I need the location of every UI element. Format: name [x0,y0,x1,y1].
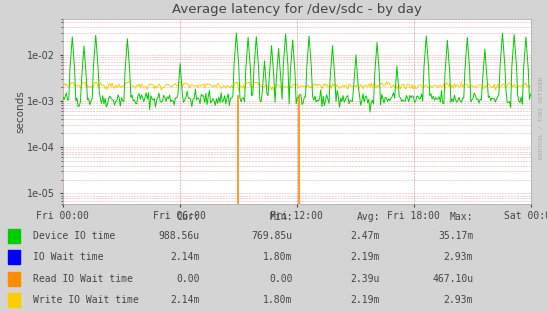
Bar [8,293,20,307]
Text: 2.19m: 2.19m [351,252,380,262]
Text: Avg:: Avg: [357,211,380,221]
Text: Max:: Max: [450,211,473,221]
Y-axis label: seconds: seconds [16,90,26,132]
Text: 2.93m: 2.93m [444,252,473,262]
Text: Device IO time: Device IO time [33,231,115,241]
Bar [8,229,20,243]
Text: 35.17m: 35.17m [438,231,473,241]
Text: 2.39u: 2.39u [351,274,380,284]
Text: 2.14m: 2.14m [170,252,200,262]
Text: Min:: Min: [269,211,293,221]
Text: 988.56u: 988.56u [159,231,200,241]
Text: 2.93m: 2.93m [444,295,473,305]
Text: 769.85u: 769.85u [252,231,293,241]
Text: 0.00: 0.00 [269,274,293,284]
Text: IO Wait time: IO Wait time [33,252,103,262]
Title: Average latency for /dev/sdc - by day: Average latency for /dev/sdc - by day [172,3,422,16]
Text: 2.47m: 2.47m [351,231,380,241]
Text: 467.10u: 467.10u [432,274,473,284]
Text: 0.00: 0.00 [176,274,200,284]
Bar [8,250,20,264]
Text: 2.19m: 2.19m [351,295,380,305]
Text: Write IO Wait time: Write IO Wait time [33,295,138,305]
Text: 2.14m: 2.14m [170,295,200,305]
Bar [8,272,20,286]
Text: Read IO Wait time: Read IO Wait time [33,274,133,284]
Text: Cur:: Cur: [176,211,200,221]
Text: RRDTOOL / TOBI OETIKER: RRDTOOL / TOBI OETIKER [538,77,543,160]
Text: 1.80m: 1.80m [263,295,293,305]
Text: 1.80m: 1.80m [263,252,293,262]
